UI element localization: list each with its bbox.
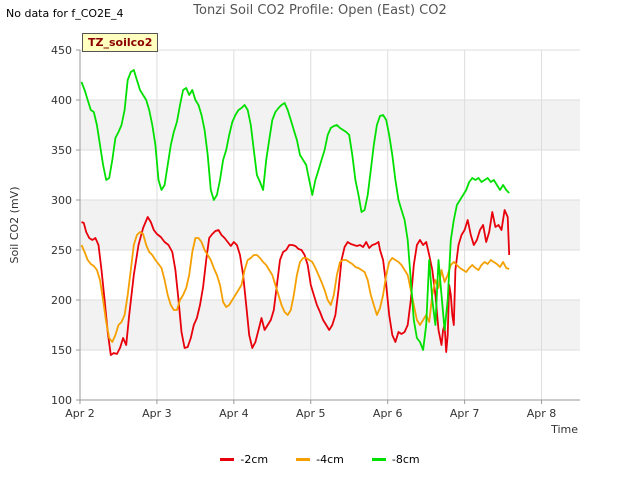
x-tick-label: Apr 7 [450,407,480,420]
legend-label: -8cm [391,453,420,466]
legend-label: -4cm [316,453,344,466]
legend-swatch [296,458,311,461]
y-tick-label: 350 [51,144,72,157]
x-tick-label: Apr 2 [65,407,95,420]
y-tick-label: 400 [51,94,72,107]
y-tick-label: 450 [51,44,72,57]
x-axis-label: Time [550,423,578,436]
chart-title: Tonzi Soil CO2 Profile: Open (East) CO2 [193,3,447,18]
y-tick-label: 200 [51,294,72,307]
legend-item: -2cm [220,453,268,466]
legend-swatch [371,458,386,461]
y-tick-label: 250 [51,244,72,257]
series-line-2cm [81,209,511,356]
legend: -2cm -4cm -8cm [0,453,640,466]
x-tick-label: Apr 5 [296,407,326,420]
y-tick-label: 150 [51,344,72,357]
series-line-8cm [80,69,510,351]
no-data-note: No data for f_CO2E_4 [6,7,124,20]
legend-item: -8cm [371,453,420,466]
y-axis-label: Soil CO2 (mV) [8,187,21,264]
x-tick-label: Apr 6 [373,407,403,420]
legend-label: -2cm [240,453,269,466]
site-badge: TZ_soilco2 [82,33,159,52]
plot-band [80,100,580,150]
y-tick-label: 100 [51,394,72,407]
y-tick-label: 300 [51,194,72,207]
x-tick-label: Apr 3 [142,407,172,420]
legend-swatch [220,458,235,461]
x-tick-label: Apr 4 [219,407,249,420]
legend-item: -4cm [296,453,344,466]
plot-band [80,200,580,250]
plot-band [80,300,580,350]
x-tick-label: Apr 8 [527,407,557,420]
